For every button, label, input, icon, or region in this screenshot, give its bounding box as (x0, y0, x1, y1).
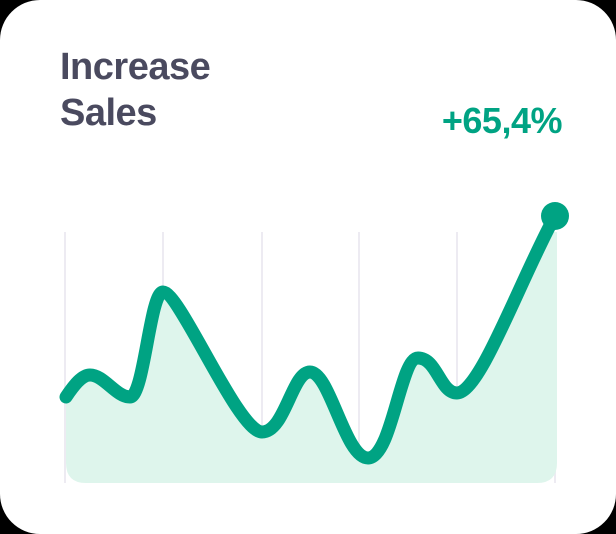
status-badge: +65,4% (441, 100, 563, 141)
page-title: Increase Sales (60, 46, 211, 134)
card-header: Increase Sales +65,4% (0, 0, 616, 190)
chart-area-group (66, 232, 557, 483)
chart-area-fill (66, 232, 557, 483)
chart-endpoint-marker[interactable] (541, 202, 569, 230)
chart-trend-line (59, 209, 562, 465)
